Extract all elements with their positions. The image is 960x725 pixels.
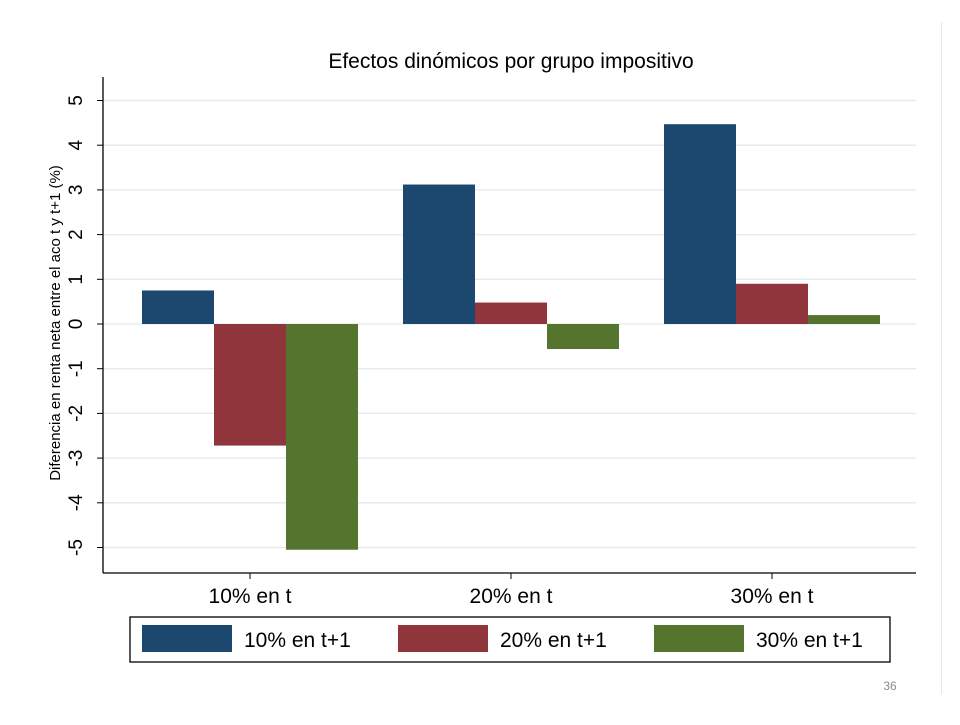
bar	[808, 315, 880, 324]
y-tick-label: 2	[66, 229, 87, 240]
legend-label: 30% en t+1	[756, 629, 863, 652]
page-number: 36	[883, 679, 897, 693]
x-tick-label: 20% en t	[470, 585, 553, 608]
legend-label: 20% en t+1	[500, 629, 607, 652]
y-tick-label: 3	[66, 185, 87, 196]
bar	[403, 184, 475, 324]
y-tick-label: 1	[66, 274, 87, 285]
bar	[736, 283, 808, 324]
y-tick-label: -5	[66, 539, 87, 556]
bar	[142, 290, 214, 324]
y-tick-label: 0	[66, 319, 87, 330]
legend-swatch	[398, 625, 488, 652]
bar	[475, 302, 547, 324]
y-tick-label: -3	[66, 450, 87, 467]
y-tick-label: 4	[66, 139, 87, 150]
bar	[214, 324, 286, 446]
legend-label: 10% en t+1	[244, 629, 351, 652]
chart-title: Efectos dinómicos por grupo impositivo	[328, 50, 693, 73]
y-tick-label: 5	[66, 95, 87, 106]
bar	[286, 324, 358, 550]
legend-box	[129, 616, 891, 663]
bar	[664, 124, 736, 324]
legend-swatch	[142, 625, 232, 652]
bar	[547, 324, 619, 350]
y-tick-label: -2	[66, 405, 87, 422]
y-tick-label: -4	[66, 494, 87, 511]
legend-swatch	[654, 625, 744, 652]
x-tick-label: 30% en t	[731, 585, 814, 608]
y-tick-label: -1	[66, 360, 87, 377]
slide-divider	[941, 22, 942, 694]
y-axis-label: Diferencia en renta neta entre el aco t …	[47, 165, 64, 481]
x-tick-label: 10% en t	[209, 585, 292, 608]
